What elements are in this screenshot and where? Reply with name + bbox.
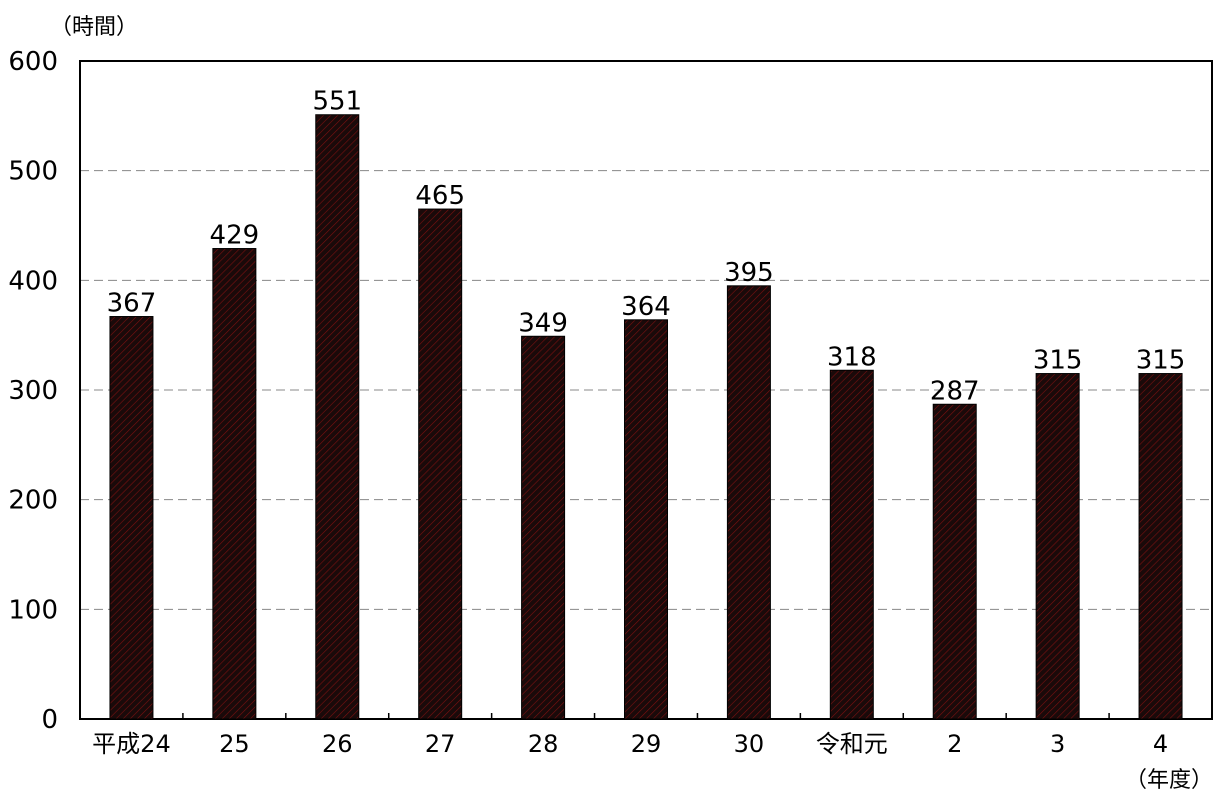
bar-value-label: 315 [1033, 346, 1083, 376]
x-category-label: 29 [631, 730, 662, 758]
bars: 367 429 551 465 349 364 395 318 287 315 315 [107, 87, 1186, 720]
bar-value-label: 315 [1136, 346, 1186, 376]
bar-value-label: 429 [210, 221, 260, 251]
bar [1035, 373, 1080, 720]
bar [212, 248, 257, 720]
y-axis-ticks: 0 100 200 300 400 500 600 [8, 47, 58, 735]
bar-value-label: 367 [107, 289, 157, 319]
bar [109, 316, 154, 720]
bar-value-label: 551 [312, 87, 362, 117]
y-tick-label: 100 [8, 595, 58, 625]
bar-value-label: 318 [827, 342, 877, 372]
bar [932, 403, 977, 720]
y-axis-unit-label: （時間） [50, 15, 138, 40]
x-category-label: 28 [528, 730, 559, 758]
y-tick-label: 400 [8, 266, 58, 296]
x-category-label: 4 [1153, 730, 1168, 758]
y-tick-label: 500 [8, 157, 58, 187]
y-tick-label: 0 [41, 705, 58, 735]
y-tick-label: 300 [8, 376, 58, 406]
x-category-label: 平成24 [92, 730, 171, 758]
bar [624, 319, 668, 720]
x-axis-unit-label: （年度） [1125, 768, 1213, 793]
y-tick-label: 600 [8, 47, 58, 77]
bar-value-label: 364 [621, 292, 671, 322]
x-category-label: 26 [322, 730, 353, 758]
x-axis-ticks: 平成24 25 26 27 28 29 30 令和元 2 3 4 [79, 713, 1213, 758]
bar-value-label: 465 [415, 181, 465, 211]
bar [521, 335, 566, 720]
bar-value-label: 395 [724, 258, 774, 288]
bar-value-label: 287 [930, 376, 980, 406]
y-tick-label: 200 [8, 486, 58, 516]
bar [1138, 373, 1183, 720]
bar [418, 208, 463, 720]
bar-value-label: 349 [518, 308, 568, 338]
x-category-label: 30 [734, 730, 765, 758]
x-category-label: 27 [425, 730, 456, 758]
x-category-label: 令和元 [816, 730, 888, 758]
x-category-label: 2 [947, 730, 962, 758]
bar [829, 369, 874, 720]
x-category-label: 3 [1050, 730, 1065, 758]
bar [726, 285, 771, 720]
bar [315, 114, 360, 720]
x-category-label: 25 [219, 730, 250, 758]
